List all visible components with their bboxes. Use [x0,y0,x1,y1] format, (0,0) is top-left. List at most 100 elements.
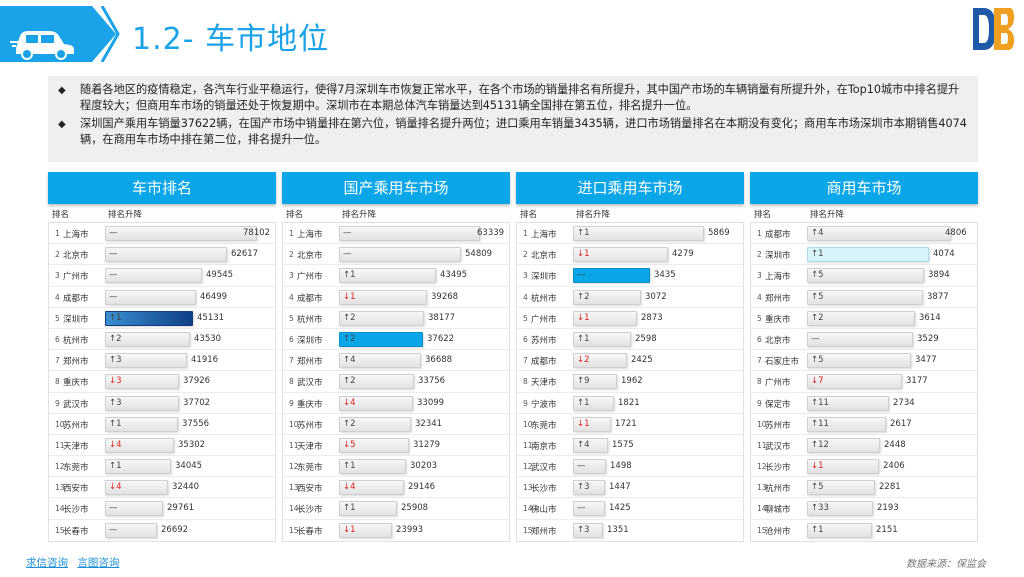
rank-change-label: — [343,249,352,260]
city-label: 深圳市 [531,272,557,283]
rank-change-label: ↓4 [343,397,356,408]
rank-label: 4 [55,292,60,302]
rank-label: 3 [55,271,60,281]
table-row: 4 郑州市 ↑5 3877 [751,287,977,308]
diamond-bullet-icon: ◆ [58,119,66,130]
table-row: 9 宁波市 ↑1 1821 [517,393,743,414]
city-label: 长沙市 [297,505,323,516]
rank-change-label: ↑5 [811,291,824,302]
rank-label: 15 [757,525,767,535]
value-label: 31279 [413,439,441,450]
value-bar [105,268,202,284]
city-label: 上海市 [297,230,323,240]
rank-change-label: — [577,270,586,281]
ranking-rows: 1 上海市 ↑1 5869 2 北京市 ↓1 4279 3 深圳市 —3435 4 杭州市 ↑2 3072 5… [516,222,744,542]
rank-label: 14 [289,504,299,514]
table-row: 3 深圳市 — 3435 [517,265,743,287]
footer-links: 求信咨询 言图咨询 [26,555,125,570]
rank-label: 2 [523,250,528,260]
table-row: 13 西安市 ↓4 29146 [283,477,509,499]
rank-change-label: — [109,249,118,260]
value-bar [807,395,889,411]
value-bar [807,416,886,432]
footer-link[interactable]: 求信咨询 [26,557,68,569]
table-row: 12 东莞市 ↑1 34045 [49,456,275,478]
rank-change-label: ↑4 [577,439,590,450]
city-label: 沧州市 [765,526,791,537]
table-row: 5 杭州市 ↑2 38177 [283,308,509,329]
value-bar [573,247,668,263]
table-row: 14 聊城市 ↑33 2193 [751,498,977,520]
rank-change-label: ↑2 [343,312,356,323]
city-label: 杭州市 [63,335,89,346]
city-label: 天津市 [63,441,89,452]
rank-label: 12 [55,462,65,472]
rank-change-label: — [109,228,118,238]
rank-label: 2 [55,250,60,260]
rank-change-label: ↑1 [811,524,824,535]
rank-change-label: ↑9 [577,376,590,387]
rank-change-label: ↑5 [811,270,824,281]
rank-change-label: ↑4 [343,355,356,366]
rank-label: 13 [523,483,533,493]
rank-label: 15 [523,525,533,535]
value-bar [573,331,631,347]
city-label: 东莞市 [297,463,323,474]
rank-label: 6 [289,334,294,344]
value-label: 2406 [883,461,905,472]
value-label: 32440 [172,482,200,493]
rank-change-label: ↑12 [811,439,829,450]
value-label: 43495 [440,270,468,281]
rank-change-label: ↑1 [343,461,356,472]
city-label: 杭州市 [765,484,791,495]
city-label: 南京市 [531,441,557,452]
rank-change-label: — [577,503,586,514]
rank-label: 14 [757,504,767,514]
value-label: 1351 [607,524,629,535]
value-label: 49545 [206,270,234,281]
value-label: 34045 [175,461,203,472]
rank-label: 15 [289,525,299,535]
value-bar [573,480,605,496]
table-row: 4 成都市 — 46499 [49,287,275,308]
value-bar [807,268,924,284]
panel-body: 排名 排名升降 1 成都市 ↑4 4806 2 深圳市 ↑1 4074 3 上海市 ↑5 3894 4 郑… [750,208,978,546]
table-row: 8 天津市 ↑9 1962 [517,371,743,393]
rank-change-label: ↑33 [811,503,829,514]
rank-label: 11 [523,440,533,450]
value-label: 30203 [410,461,438,472]
value-label: 46499 [200,291,228,302]
value-bar [573,522,603,538]
city-label: 重庆市 [765,314,791,325]
rank-label: 13 [757,483,767,493]
panel-title: 进口乘用车市场 [516,172,744,204]
rank-change-label: ↑3 [109,397,122,408]
value-label: 4806 [945,228,967,238]
rank-label: 13 [55,483,65,493]
value-label: 3894 [928,270,950,281]
col-change-header: 排名升降 [810,210,845,220]
value-label: 37622 [427,333,455,344]
city-label: 东莞市 [531,420,557,431]
rank-label: 12 [757,462,767,472]
value-bar [573,268,650,284]
value-bar [573,437,608,453]
table-row: 15 长春市 ↓1 23993 [283,520,509,541]
rank-change-label: ↑2 [343,418,356,429]
rank-change-label: ↑2 [577,291,590,302]
value-label: 78102 [243,228,271,238]
footer-link[interactable]: 言图咨询 [77,557,120,569]
rank-label: 10 [289,419,299,429]
city-label: 聊城市 [765,505,791,516]
city-label: 广州市 [765,378,791,389]
table-row: 12 长沙市 ↓1 2406 [751,456,977,478]
rank-label: 6 [757,334,762,344]
table-row: 9 保定市 ↑11 2734 [751,393,977,414]
city-label: 北京市 [63,251,89,262]
col-rank-header: 排名 [520,210,538,220]
value-bar [339,374,414,390]
rank-change-label: — [109,270,118,281]
rank-label: 11 [757,440,767,450]
rank-label: 4 [757,292,762,302]
table-row: 7 成都市 ↓2 2425 [517,350,743,372]
